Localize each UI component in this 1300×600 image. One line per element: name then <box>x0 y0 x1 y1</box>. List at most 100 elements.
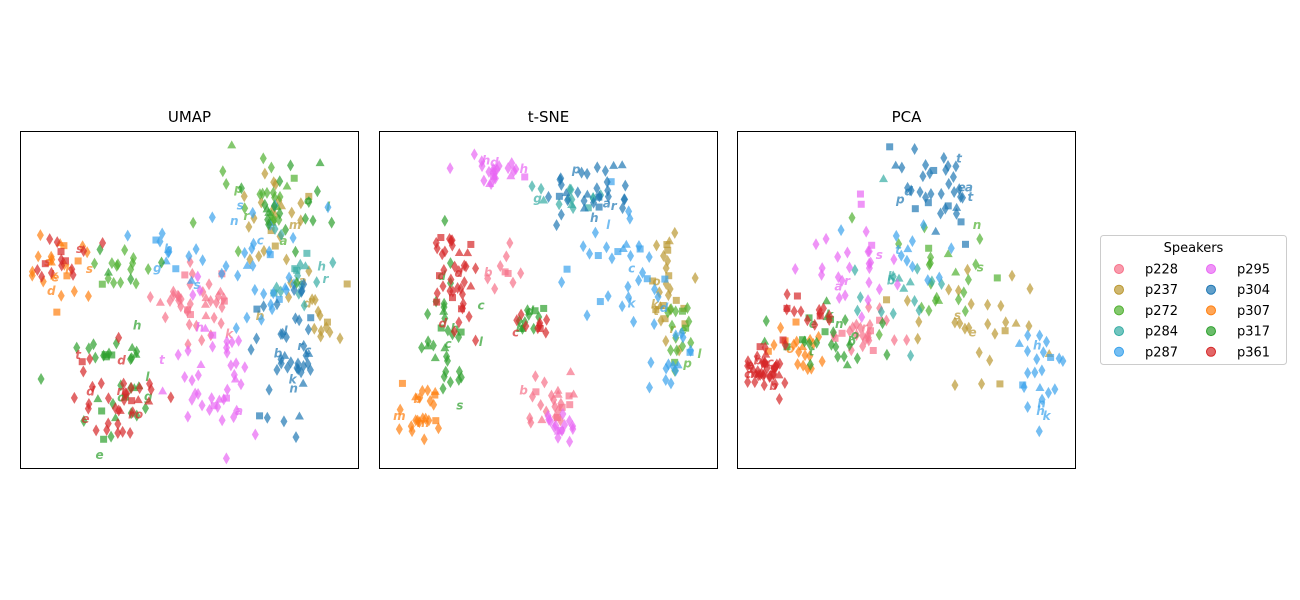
point-diamond-p304 <box>941 202 949 215</box>
point-letter-p287: c <box>628 262 635 276</box>
point-diamond-p287 <box>602 241 610 254</box>
point-diamond-p228 <box>502 250 510 263</box>
point-letter-p361: s <box>76 242 83 256</box>
point-square-p237 <box>649 277 657 285</box>
point-diamond-p237 <box>288 206 296 219</box>
point-diamond-p287 <box>267 298 275 311</box>
point-diamond-p295 <box>569 422 577 435</box>
point-square-p304 <box>944 202 952 210</box>
point-square-p228 <box>186 311 194 319</box>
point-diamond-p307 <box>430 398 438 411</box>
point-letter-p317: d <box>526 304 535 318</box>
legend-marker-p304 <box>1206 284 1216 295</box>
point-triangle-p307 <box>798 342 808 351</box>
point-diamond-p304 <box>247 343 255 356</box>
point-diamond-p237 <box>1008 269 1016 282</box>
point-letter-p317: b <box>847 335 856 349</box>
point-square-p304 <box>957 218 965 226</box>
point-square-p307 <box>398 379 406 387</box>
point-diamond-p307 <box>408 425 416 438</box>
point-triangle-p287 <box>280 282 290 291</box>
point-letter-p287: t <box>895 243 902 257</box>
point-diamond-p284 <box>537 182 545 195</box>
point-diamond-p317 <box>840 350 848 363</box>
point-diamond-p284 <box>277 228 285 241</box>
point-triangle-p361 <box>824 309 834 318</box>
point-square-p307 <box>432 417 440 425</box>
point-triangle-p287 <box>903 244 913 253</box>
point-square-p228 <box>876 316 884 324</box>
point-diamond-p295 <box>251 428 259 441</box>
point-letter-p295: a <box>235 404 243 418</box>
point-letter-p307: k <box>50 268 59 282</box>
point-square-p228 <box>184 306 192 314</box>
point-diamond-p287 <box>647 356 655 369</box>
point-diamond-p317 <box>89 338 97 351</box>
umap-title: UMAP <box>168 108 211 126</box>
point-triangle-p361 <box>466 281 476 290</box>
point-diamond-p237 <box>986 354 994 367</box>
point-diamond-p287 <box>1038 393 1046 406</box>
point-diamond-p361 <box>53 236 61 249</box>
point-diamond-p237 <box>984 298 992 311</box>
point-diamond-p287 <box>947 242 955 255</box>
point-diamond-p361 <box>99 237 107 250</box>
point-square-p237 <box>681 320 689 328</box>
point-square-p317 <box>108 351 116 359</box>
point-square-p228 <box>867 327 875 335</box>
point-diamond-p287 <box>586 247 594 260</box>
point-diamond-p361 <box>775 392 783 405</box>
point-diamond-p304 <box>306 364 314 377</box>
point-square-p287 <box>172 265 180 273</box>
point-diamond-p304 <box>263 411 271 424</box>
point-square-p237 <box>659 301 667 309</box>
point-diamond-p304 <box>578 166 586 179</box>
point-triangle-p317 <box>760 336 770 345</box>
point-diamond-p237 <box>967 298 975 311</box>
point-diamond-p272 <box>672 305 680 318</box>
point-diamond-p361 <box>38 270 46 283</box>
point-square-p361 <box>816 312 824 320</box>
point-diamond-p228 <box>192 319 200 332</box>
legend-marker-p361 <box>1206 346 1216 357</box>
point-diamond-p272 <box>679 340 687 353</box>
point-diamond-p272 <box>667 344 675 357</box>
point-letter-p317: s <box>456 398 463 412</box>
point-diamond-p287 <box>260 287 268 300</box>
point-diamond-p237 <box>310 322 318 335</box>
point-square-p287 <box>275 295 283 303</box>
point-square-p237 <box>1001 327 1009 335</box>
point-letter-p237: o <box>652 275 660 289</box>
legend-marker-p295 <box>1206 264 1216 274</box>
point-square-p287 <box>563 265 571 273</box>
point-diamond-p295 <box>227 359 235 372</box>
point-diamond-p307 <box>434 422 442 435</box>
point-square-p361 <box>78 358 86 366</box>
legend-label-p307: p307 <box>1237 304 1270 319</box>
point-diamond-p295 <box>222 452 230 465</box>
point-diamond-p272 <box>673 344 681 357</box>
point-diamond-p295 <box>508 157 516 170</box>
point-diamond-p295 <box>184 410 192 423</box>
point-diamond-p295 <box>893 278 901 291</box>
point-diamond-p307 <box>770 338 778 351</box>
point-square-p272 <box>290 174 298 182</box>
point-diamond-p287 <box>234 269 242 282</box>
point-diamond-p317 <box>73 341 81 354</box>
legend-label-p317: p317 <box>1237 325 1270 340</box>
point-diamond-p307 <box>47 250 55 263</box>
point-diamond-p284 <box>856 291 864 304</box>
point-diamond-p317 <box>418 341 426 354</box>
point-diamond-p287 <box>625 291 633 304</box>
point-letter-p272: l <box>697 347 702 361</box>
point-triangle-p317 <box>93 394 103 403</box>
point-diamond-p295 <box>223 341 231 354</box>
legend-frame <box>1100 235 1287 365</box>
legend-marker-p228 <box>1114 264 1124 274</box>
point-triangle-p304 <box>298 378 308 387</box>
point-diamond-p295 <box>232 357 240 370</box>
point-diamond-p295 <box>875 283 883 296</box>
point-square-p228 <box>565 392 573 400</box>
point-square-p361 <box>437 234 445 242</box>
point-diamond-p287 <box>1023 345 1031 358</box>
